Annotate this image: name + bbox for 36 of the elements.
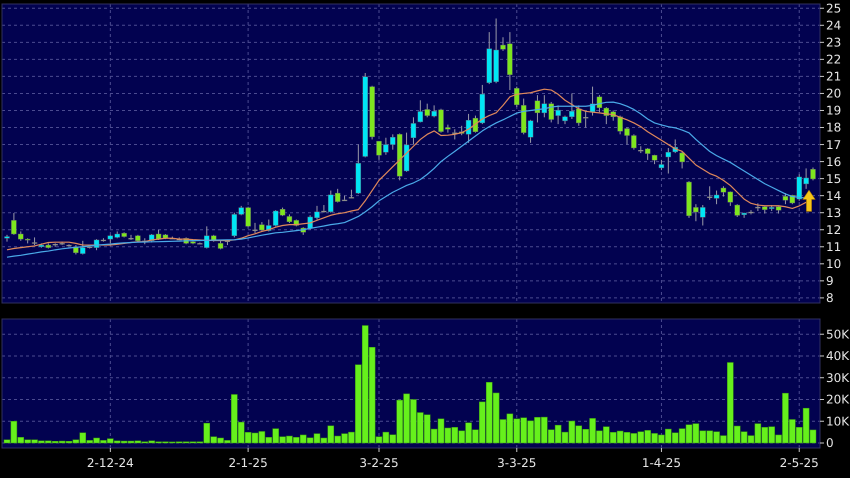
x-tick-label: 2-12-24 bbox=[86, 456, 134, 470]
x-tick-label: 3-2-25 bbox=[359, 456, 399, 470]
y-tick-label: 18 bbox=[826, 120, 842, 135]
y-tick-label: 0 bbox=[826, 436, 834, 450]
y-tick-label: 20 bbox=[826, 86, 842, 101]
y-tick-label: 10K bbox=[826, 414, 850, 428]
y-tick-label: 24 bbox=[826, 18, 842, 32]
candlestick bbox=[410, 116, 416, 146]
candlestick bbox=[514, 86, 520, 108]
y-tick-label: 10 bbox=[826, 257, 842, 272]
y-tick-label: 14 bbox=[826, 188, 842, 203]
x-tick-label: 2-1-25 bbox=[228, 456, 268, 470]
y-tick-label: 13 bbox=[826, 206, 842, 220]
candlestick bbox=[666, 147, 672, 174]
candlestick bbox=[218, 239, 224, 250]
y-tick-label: 15 bbox=[826, 172, 842, 186]
y-tick-label: 40K bbox=[826, 349, 850, 364]
y-tick-label: 11 bbox=[826, 240, 842, 254]
y-tick-label: 50K bbox=[826, 327, 850, 342]
x-tick-label: 2-5-25 bbox=[780, 456, 819, 470]
y-tick-label: 12 bbox=[826, 222, 842, 237]
y-tick-label: 19 bbox=[826, 104, 842, 118]
x-tick-label: 1-4-25 bbox=[642, 456, 682, 470]
candlestick bbox=[658, 159, 664, 171]
y-tick-label: 16 bbox=[826, 154, 842, 169]
y-tick-label: 22 bbox=[826, 52, 842, 67]
y-tick-label: 30K bbox=[826, 370, 850, 385]
y-tick-label: 25 bbox=[826, 1, 842, 16]
y-tick-label: 8 bbox=[826, 291, 834, 306]
y-tick-label: 21 bbox=[826, 70, 842, 84]
y-tick-label: 23 bbox=[826, 36, 842, 50]
y-tick-label: 20K bbox=[826, 392, 850, 407]
y-tick-label: 9 bbox=[826, 274, 834, 288]
y-tick-label: 17 bbox=[826, 138, 842, 152]
candlestick bbox=[679, 150, 685, 169]
x-tick-label: 3-3-25 bbox=[497, 456, 536, 470]
